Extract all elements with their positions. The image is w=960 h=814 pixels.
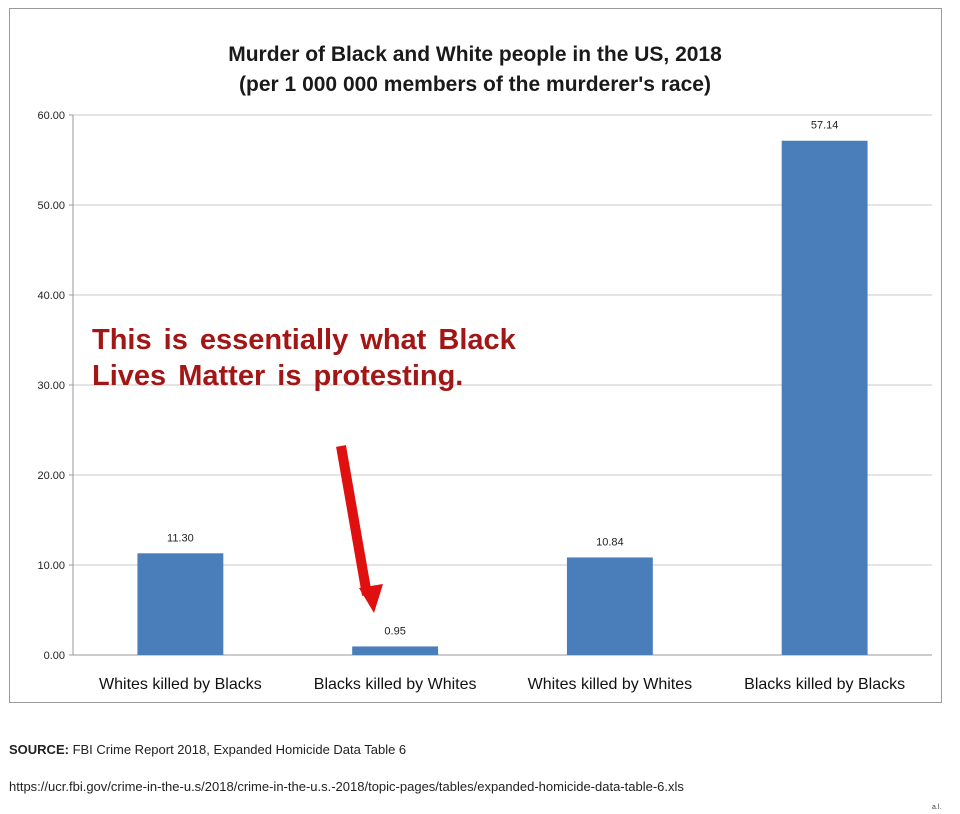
data-label: 57.14: [811, 120, 839, 132]
y-tick-label: 0.00: [44, 650, 65, 662]
annotation-line-1: This is essentially what Black: [92, 324, 516, 356]
y-tick-label: 30.00: [37, 380, 65, 392]
data-label: 0.95: [384, 625, 405, 637]
arrow-shaft: [336, 445, 372, 596]
chart-frame: Murder of Black and White people in the …: [9, 8, 942, 703]
bar: [781, 140, 868, 656]
x-tick-label: Blacks killed by Blacks: [744, 676, 905, 693]
bar: [352, 646, 439, 655]
bar: [566, 557, 653, 655]
source-url: https://ucr.fbi.gov/crime-in-the-u.s/201…: [9, 779, 684, 794]
x-axis-ticks: Whites killed by Blacks Blacks killed by …: [99, 676, 905, 693]
data-labels: 11.30 0.95 10.84 57.14: [167, 120, 838, 638]
annotation-arrow: [336, 445, 383, 613]
x-tick-label: Whites killed by Whites: [528, 676, 693, 693]
bars: [137, 140, 868, 656]
source-note: SOURCE: FBI Crime Report 2018, Expanded …: [9, 742, 406, 757]
bar-chart: Murder of Black and White people in the …: [37, 43, 932, 693]
y-tick-label: 40.00: [37, 290, 65, 302]
bar: [137, 553, 224, 655]
y-tick-label: 50.00: [37, 200, 65, 212]
x-tick-label: Whites killed by Blacks: [99, 676, 262, 693]
source-text: FBI Crime Report 2018, Expanded Homicide…: [68, 742, 407, 757]
credit-mark: a.l.: [932, 804, 942, 811]
annotation-line-2: Lives Matter is protesting.: [92, 360, 464, 392]
arrow-head: [359, 584, 383, 613]
chart-subtitle: (per 1 000 000 members of the murderer's…: [239, 73, 711, 96]
data-label: 10.84: [596, 536, 624, 548]
y-axis-ticks: 0.00 10.00 20.00 30.00 40.00 50.00 60.00: [37, 110, 65, 662]
chart-title: Murder of Black and White people in the …: [228, 43, 722, 66]
source-label: SOURCE:: [9, 742, 69, 757]
data-label: 11.30: [167, 532, 194, 544]
y-tick-label: 10.00: [37, 560, 65, 572]
y-tick-label: 60.00: [37, 110, 65, 122]
y-tick-label: 20.00: [37, 470, 65, 482]
x-tick-label: Blacks killed by Whites: [314, 676, 477, 693]
annotation-text: This is essentially what Black Lives Mat…: [92, 322, 612, 394]
